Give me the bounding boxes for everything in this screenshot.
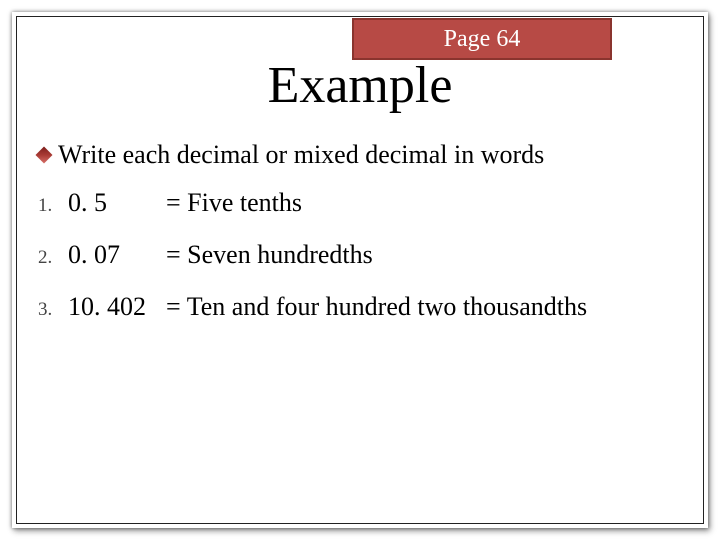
page-tab-label: Page 64 <box>444 26 521 53</box>
slide-title: Example <box>12 56 708 115</box>
item-number: 1. <box>38 195 68 217</box>
instruction-text: Write each decimal or mixed decimal in w… <box>58 140 544 169</box>
diamond-bullet-icon <box>36 147 53 164</box>
item-number: 3. <box>38 299 68 321</box>
item-value: 10. 402 <box>68 292 166 322</box>
slide-frame: Page 64 Example Write each decimal or mi… <box>12 12 708 528</box>
list-item: 1. 0. 5 = Five tenths <box>38 188 688 218</box>
item-words: = Ten and four hundred two thousandths <box>166 292 688 322</box>
list-item: 3. 10. 402 = Ten and four hundred two th… <box>38 292 688 322</box>
page-tab: Page 64 <box>352 18 612 60</box>
item-words: = Five tenths <box>166 188 688 218</box>
list-item: 2. 0. 07 = Seven hundredths <box>38 240 688 270</box>
item-value: 0. 07 <box>68 240 166 270</box>
examples-list: 1. 0. 5 = Five tenths 2. 0. 07 = Seven h… <box>38 188 688 344</box>
item-number: 2. <box>38 247 68 269</box>
item-value: 0. 5 <box>68 188 166 218</box>
instruction-line: Write each decimal or mixed decimal in w… <box>38 140 544 170</box>
item-words: = Seven hundredths <box>166 240 688 270</box>
